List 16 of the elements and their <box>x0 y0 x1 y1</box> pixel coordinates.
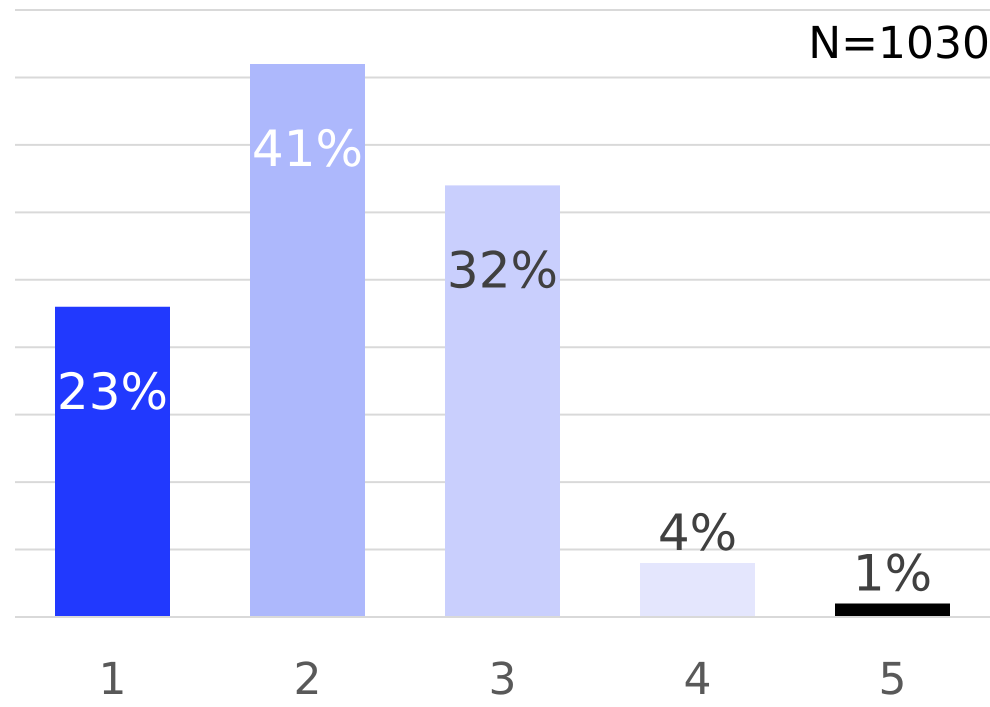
data-label: 23% <box>56 362 168 421</box>
data-label: 1% <box>852 544 932 603</box>
bar <box>445 185 560 617</box>
x-tick-label: 3 <box>488 654 516 706</box>
x-tick-label: 1 <box>98 654 126 706</box>
x-tick-label: 5 <box>878 654 906 706</box>
bar <box>55 306 170 617</box>
data-label: 41% <box>252 120 364 178</box>
bar <box>835 604 950 617</box>
bar <box>250 64 365 617</box>
annotation: N=1030 <box>808 18 990 70</box>
data-label: 4% <box>658 504 738 562</box>
bar <box>640 563 755 617</box>
data-label: 32% <box>446 241 558 300</box>
x-tick-label: 4 <box>684 654 712 706</box>
x-tick-label: 2 <box>294 654 322 706</box>
